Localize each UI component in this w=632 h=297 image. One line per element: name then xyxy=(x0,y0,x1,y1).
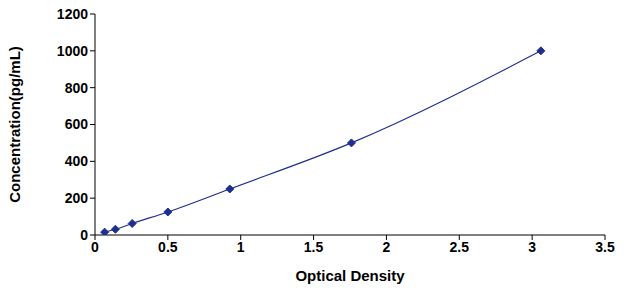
svg-text:3.5: 3.5 xyxy=(595,239,615,255)
svg-text:Concentration(pg/mL): Concentration(pg/mL) xyxy=(8,46,23,203)
svg-text:1200: 1200 xyxy=(57,6,88,22)
svg-text:2.5: 2.5 xyxy=(450,239,470,255)
svg-text:3: 3 xyxy=(528,239,536,255)
svg-text:800: 800 xyxy=(65,80,89,96)
svg-text:200: 200 xyxy=(65,190,89,206)
svg-text:400: 400 xyxy=(65,153,89,169)
svg-text:Optical Density: Optical Density xyxy=(295,267,405,284)
svg-text:1000: 1000 xyxy=(57,43,88,59)
svg-text:2: 2 xyxy=(383,239,391,255)
svg-text:600: 600 xyxy=(65,116,89,132)
svg-text:1: 1 xyxy=(237,239,245,255)
svg-text:0: 0 xyxy=(91,239,99,255)
svg-text:0: 0 xyxy=(80,227,88,243)
svg-text:0.5: 0.5 xyxy=(158,239,178,255)
svg-text:1.5: 1.5 xyxy=(304,239,324,255)
